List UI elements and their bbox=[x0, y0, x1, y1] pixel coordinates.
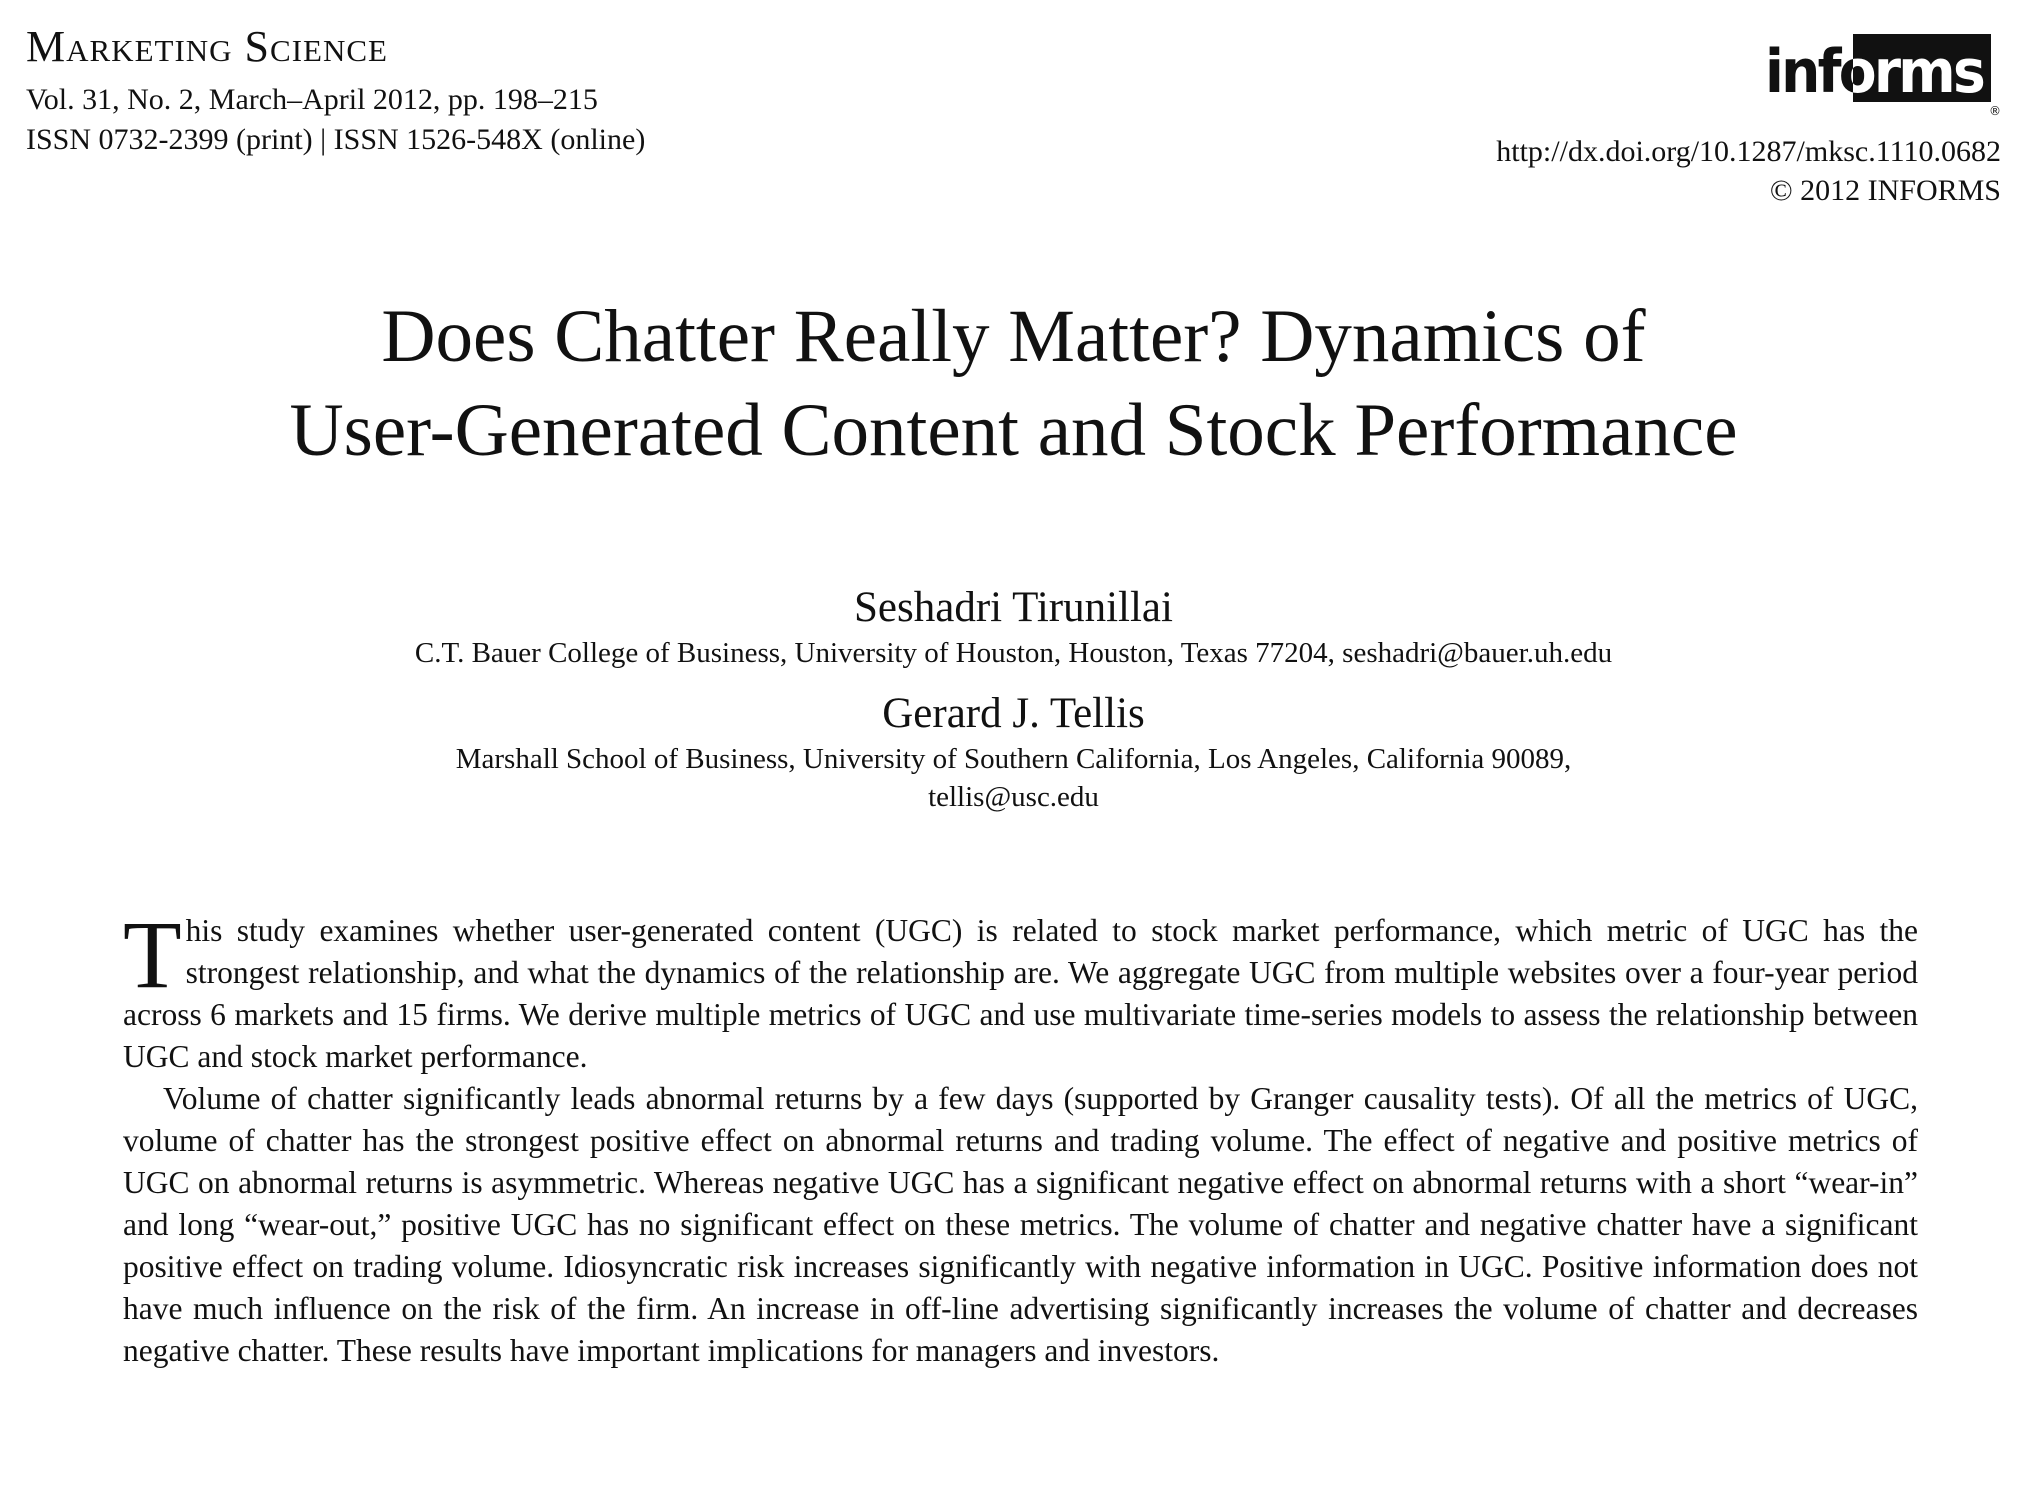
author-list: Seshadri Tirunillai C.T. Bauer College o… bbox=[0, 582, 2027, 816]
informs-logo-mark: informs informs bbox=[1765, 34, 1991, 102]
copyright-notice: © 2012 INFORMS bbox=[1769, 174, 2001, 207]
journal-name: Marketing Science bbox=[26, 22, 388, 71]
doi-link[interactable]: http://dx.doi.org/10.1287/mksc.1110.0682 bbox=[1496, 135, 2001, 168]
title-line-1: Does Chatter Really Matter? Dynamics of bbox=[381, 295, 1646, 378]
registered-mark: ® bbox=[1989, 104, 2001, 118]
issn-line: ISSN 0732-2399 (print) | ISSN 1526-548X … bbox=[26, 123, 646, 156]
author-affiliation: Marshall School of Business, University … bbox=[455, 743, 1572, 775]
title-line-2: User-Generated Content and Stock Perform… bbox=[289, 389, 1738, 472]
informs-logo-text: informs bbox=[1765, 37, 1983, 102]
informs-logo: informs informs ® bbox=[1761, 34, 2001, 118]
drop-cap: T bbox=[123, 901, 182, 1008]
author-email: tellis@usc.edu bbox=[928, 781, 1099, 813]
doi-block: http://dx.doi.org/10.1287/mksc.1110.0682… bbox=[1496, 132, 2001, 210]
abstract-paragraph: Volume of chatter significantly leads ab… bbox=[123, 1081, 1918, 1368]
informs-logo-text-inverse: informs bbox=[1765, 37, 1983, 102]
author-affiliation: C.T. Bauer College of Business, Universi… bbox=[414, 637, 1613, 669]
journal-header: Marketing Science Vol. 31, No. 2, March–… bbox=[26, 22, 645, 160]
abstract-paragraph-1-text: his study examines whether user-generate… bbox=[123, 913, 1918, 1074]
author-name: Seshadri Tirunillai bbox=[854, 584, 1173, 631]
paper-title: Does Chatter Really Matter? Dynamics of … bbox=[0, 290, 2027, 478]
volume-issue-line: Vol. 31, No. 2, March–April 2012, pp. 19… bbox=[26, 83, 598, 116]
author-name: Gerard J. Tellis bbox=[882, 690, 1145, 737]
